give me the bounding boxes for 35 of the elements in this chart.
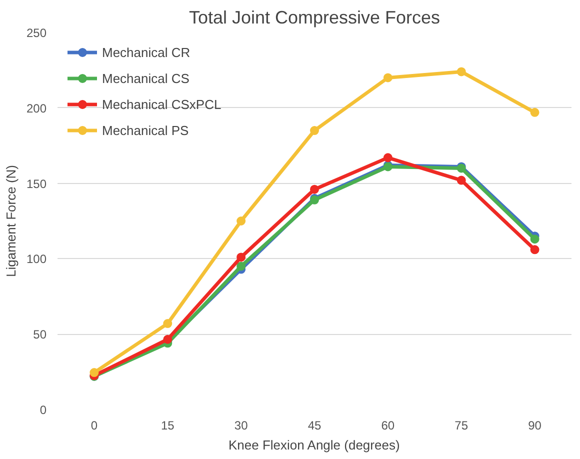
point [456, 67, 466, 76]
point [456, 176, 466, 185]
point [530, 234, 540, 244]
point [236, 216, 246, 226]
point [236, 252, 246, 262]
point [310, 126, 319, 136]
point [383, 153, 392, 162]
x-tick-label: 15 [160, 418, 175, 432]
point [383, 73, 392, 82]
x-tick-label: 45 [308, 418, 322, 432]
x-axis-title: Knee Flexion Angle (degrees) [228, 438, 400, 452]
y-tick-label: 0 [40, 403, 47, 417]
x-tick-label: 60 [381, 418, 395, 432]
legend-label: Mechanical CSxPCL [102, 96, 222, 112]
point [530, 245, 540, 254]
y-tick-label: 50 [33, 328, 47, 342]
point [90, 368, 99, 378]
x-tick-label: 30 [234, 418, 248, 432]
x-tick-label: 0 [90, 418, 98, 432]
y-tick-label: 100 [26, 252, 47, 266]
point [310, 184, 319, 194]
y-axis-title: Ligament Force (N) [3, 165, 18, 277]
y-tick-label: 150 [26, 176, 47, 191]
x-tick-label: 75 [454, 418, 468, 432]
chart-title: Total Joint Compressive Forces [188, 8, 440, 28]
point [163, 334, 172, 344]
legend-label: Mechanical PS [102, 122, 189, 138]
point [163, 319, 172, 328]
legend-label: Mechanical CR [102, 44, 190, 60]
y-tick-label: 200 [26, 101, 47, 116]
x-tick-label: 90 [528, 418, 542, 432]
y-tick-label: 250 [26, 26, 47, 40]
point [530, 108, 540, 117]
point [236, 262, 246, 271]
legend-label: Mechanical CS [102, 70, 190, 86]
